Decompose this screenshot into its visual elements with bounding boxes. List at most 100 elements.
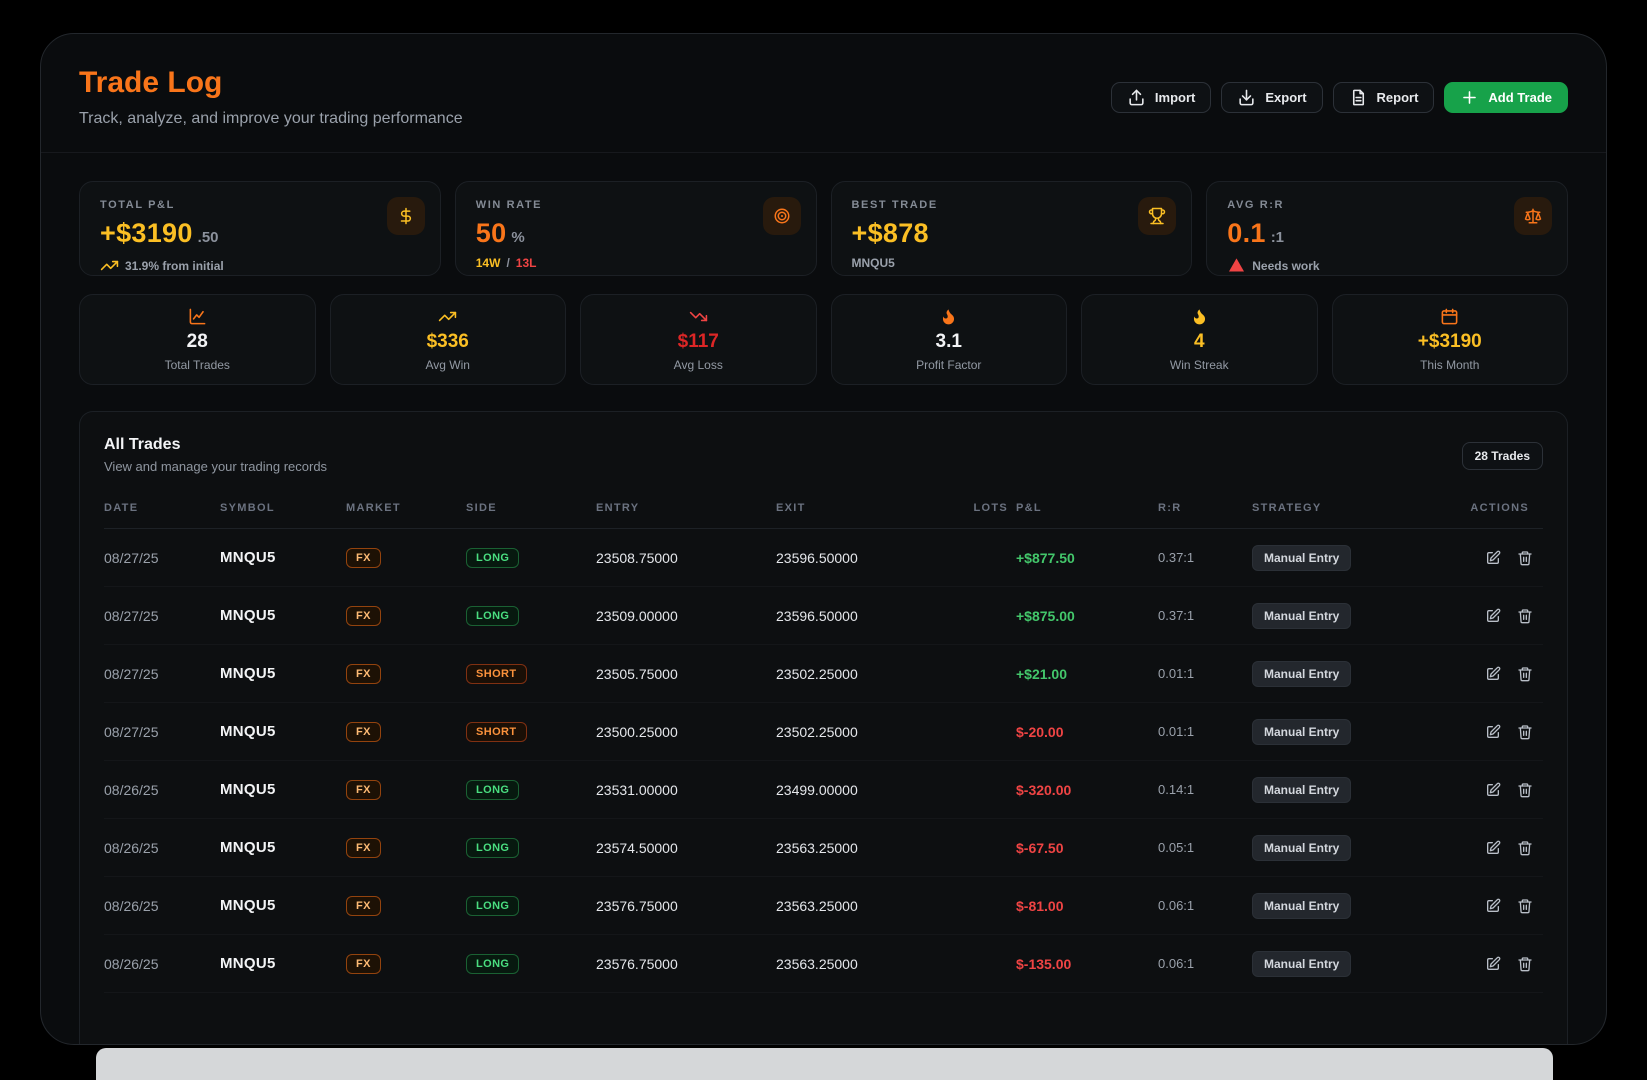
- trade-entry: 23509.00000: [596, 607, 678, 624]
- trade-pnl: $-81.00: [1016, 897, 1064, 914]
- trade-symbol: MNQU5: [220, 781, 276, 798]
- side-badge: LONG: [466, 779, 520, 800]
- strategy-badge: Manual Entry: [1252, 718, 1352, 745]
- delete-trade-button[interactable]: [1517, 666, 1533, 682]
- trade-strategy-cell: Manual Entry: [1252, 718, 1438, 745]
- trade-side-cell: LONG: [466, 837, 596, 858]
- stat-value-suffix: :1: [1270, 229, 1285, 246]
- column-header-pnl: P&L: [1016, 502, 1042, 514]
- delete-trade-button[interactable]: [1517, 608, 1533, 624]
- target-icon: [762, 197, 801, 235]
- edit-trade-button[interactable]: [1485, 782, 1501, 798]
- trash-icon: [1517, 782, 1533, 798]
- column-header-lots: LOTS: [973, 502, 1008, 514]
- table-title-block: All Trades View and manage your trading …: [104, 436, 327, 474]
- mini-stat-card: 28 Total Trades: [79, 294, 316, 385]
- trade-rr: 0.05:1: [1158, 840, 1195, 855]
- trade-actions: [1438, 666, 1543, 682]
- trade-market-cell: FX: [346, 605, 466, 626]
- trade-date: 08/26/25: [104, 781, 159, 798]
- market-badge: FX: [346, 895, 381, 916]
- column-header-entry: ENTRY: [596, 502, 640, 514]
- export-button[interactable]: Export: [1221, 81, 1323, 113]
- edit-icon: [1485, 724, 1501, 740]
- edit-trade-button[interactable]: [1485, 666, 1501, 682]
- flame-icon: [1190, 307, 1209, 326]
- trade-market-cell: FX: [346, 779, 466, 800]
- mini-stat-value: 4: [1193, 331, 1205, 352]
- edit-trade-button[interactable]: [1485, 608, 1501, 624]
- page-title: Trade Log: [79, 66, 223, 99]
- column-header-strategy: STRATEGY: [1252, 502, 1322, 514]
- edit-trade-button[interactable]: [1485, 550, 1501, 566]
- trade-entry: 23500.25000: [596, 723, 678, 740]
- delete-trade-button[interactable]: [1517, 840, 1533, 856]
- market-badge: FX: [346, 837, 381, 858]
- stat-subtext: MNQU5: [852, 256, 1172, 270]
- app-window: Trade Log Track, analyze, and improve yo…: [40, 33, 1607, 1045]
- import-button-label: Import: [1154, 89, 1196, 105]
- trade-market-cell: FX: [346, 663, 466, 684]
- column-header-rr: R:R: [1158, 502, 1182, 514]
- market-badge: FX: [346, 953, 381, 974]
- stat-value: +$3190: [100, 218, 193, 248]
- trade-rr: 0.01:1: [1158, 724, 1195, 739]
- table-title: All Trades: [104, 436, 181, 453]
- table-header-row: DATE SYMBOL MARKET SIDE ENTRY EXIT LOTS …: [104, 502, 1543, 529]
- trade-pnl: +$21.00: [1016, 665, 1067, 682]
- upload-icon: [1127, 88, 1146, 107]
- edit-trade-button[interactable]: [1485, 898, 1501, 914]
- trash-icon: [1517, 898, 1533, 914]
- stat-label: BEST TRADE: [851, 199, 938, 211]
- edit-trade-button[interactable]: [1485, 724, 1501, 740]
- mini-stat-card: 4 Win Streak: [1081, 294, 1318, 385]
- dollar-icon: [386, 197, 425, 235]
- page-below-strip: [96, 1048, 1553, 1080]
- table-head: All Trades View and manage your trading …: [104, 436, 1543, 474]
- mini-stat-card: +$3190 This Month: [1331, 294, 1568, 385]
- trade-symbol: MNQU5: [220, 955, 276, 972]
- trade-date: 08/26/25: [104, 839, 159, 856]
- mini-stat-card: $336 Avg Win: [329, 294, 566, 385]
- stat-card-avg-rr: AVG R:R 0.1 :1 Needs work: [1206, 181, 1568, 276]
- trade-exit: 23596.50000: [776, 607, 858, 624]
- trade-entry: 23574.50000: [596, 839, 678, 856]
- side-badge: LONG: [466, 605, 520, 626]
- trade-symbol: MNQU5: [220, 897, 276, 914]
- delete-trade-button[interactable]: [1517, 782, 1533, 798]
- trade-rr: 0.06:1: [1158, 898, 1195, 913]
- strategy-badge: Manual Entry: [1252, 950, 1352, 977]
- trade-exit: 23563.25000: [776, 897, 858, 914]
- delete-trade-button[interactable]: [1517, 898, 1533, 914]
- mini-stat-label: Avg Loss: [673, 358, 723, 372]
- trophy-icon: [1138, 197, 1177, 235]
- trade-strategy-cell: Manual Entry: [1252, 776, 1438, 803]
- export-button-label: Export: [1265, 89, 1307, 105]
- delete-trade-button[interactable]: [1517, 550, 1533, 566]
- header-actions: Import Export Report Add Trade: [1110, 81, 1568, 113]
- delete-trade-button[interactable]: [1517, 724, 1533, 740]
- table-row: 08/26/25 MNQU5 FX LONG 23576.75000 23563…: [104, 877, 1543, 935]
- trade-market-cell: FX: [346, 953, 466, 974]
- column-header-date: DATE: [104, 502, 139, 514]
- warning-icon: [1227, 256, 1246, 275]
- edit-trade-button[interactable]: [1485, 840, 1501, 856]
- column-header-exit: EXIT: [776, 502, 806, 514]
- import-button[interactable]: Import: [1110, 81, 1212, 113]
- trade-strategy-cell: Manual Entry: [1252, 602, 1438, 629]
- trade-date: 08/27/25: [104, 549, 159, 566]
- trade-strategy-cell: Manual Entry: [1252, 544, 1438, 571]
- trade-exit: 23502.25000: [776, 723, 858, 740]
- page-header: Trade Log Track, analyze, and improve yo…: [41, 34, 1606, 152]
- mini-stat-label: Profit Factor: [916, 358, 982, 372]
- losses-count: 13L: [515, 256, 537, 270]
- scale-icon: [1514, 197, 1552, 235]
- trade-entry: 23508.75000: [596, 549, 678, 566]
- report-button[interactable]: Report: [1332, 81, 1435, 113]
- add-trade-button[interactable]: Add Trade: [1444, 81, 1568, 113]
- mini-stat-card: 3.1 Profit Factor: [830, 294, 1067, 385]
- side-badge: LONG: [466, 547, 520, 568]
- strategy-badge: Manual Entry: [1252, 602, 1352, 629]
- delete-trade-button[interactable]: [1517, 956, 1533, 972]
- edit-trade-button[interactable]: [1485, 956, 1501, 972]
